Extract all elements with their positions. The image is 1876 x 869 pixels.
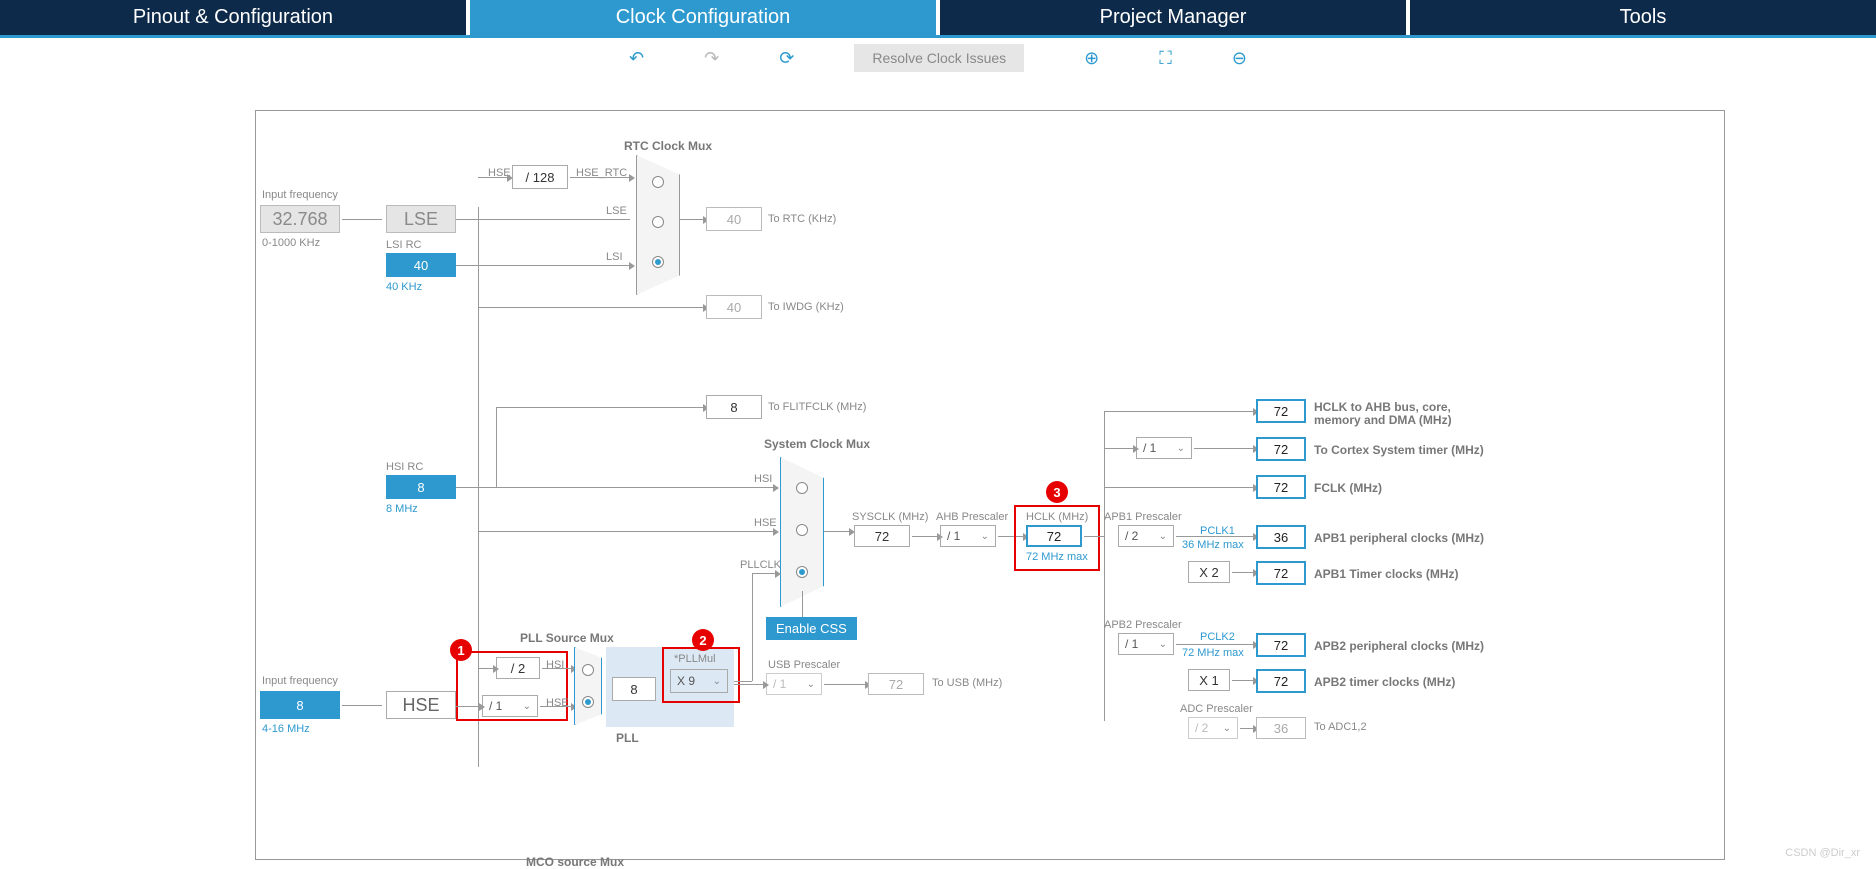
out-cortex: 72	[1256, 437, 1306, 461]
adc-value: 36	[1256, 717, 1306, 739]
pll-src-title: PLL Source Mux	[520, 631, 614, 645]
apb2-tim-mul: X 1	[1188, 669, 1230, 691]
hsi-value: 8	[386, 475, 456, 499]
system-clock-mux[interactable]	[780, 457, 824, 607]
pclk2-max: 72 MHz max	[1182, 647, 1244, 659]
hclk-value[interactable]: 72	[1026, 525, 1082, 547]
cortex-divider[interactable]: / 1⌄	[1136, 437, 1192, 459]
out-cortex-label: To Cortex System timer (MHz)	[1314, 443, 1484, 457]
out-hclk-ahb: 72	[1256, 399, 1306, 423]
out-apb1-tim-label: APB1 Timer clocks (MHz)	[1314, 567, 1459, 581]
hclk-label: HCLK (MHz)	[1026, 511, 1088, 523]
annotation-badge-2: 2	[692, 629, 714, 651]
mco-title: MCO source Mux	[526, 855, 624, 869]
rtc-divider: / 128	[512, 165, 568, 189]
hse-freq-range: 4-16 MHz	[262, 723, 310, 735]
pclk1-max: 36 MHz max	[1182, 539, 1244, 551]
pll-hse-label: HSE	[546, 697, 569, 709]
lse-block: LSE	[386, 205, 456, 233]
lse-freq-range: 0-1000 KHz	[262, 237, 320, 249]
usb-presc-label: USB Prescaler	[768, 659, 840, 671]
out-apb2-per-label: APB2 peripheral clocks (MHz)	[1314, 639, 1484, 653]
rtc-mux-title: RTC Clock Mux	[624, 139, 712, 153]
redo-icon[interactable]: ↷	[704, 48, 719, 69]
fit-icon[interactable]: ⛶	[1159, 48, 1172, 69]
undo-icon[interactable]: ↶	[629, 48, 644, 69]
apb2-label: APB2 Prescaler	[1104, 619, 1182, 631]
adc-out-label: To ADC1,2	[1314, 721, 1367, 733]
rtc-out-value: 40	[706, 207, 762, 231]
sysmux-hse: HSE	[754, 517, 777, 529]
out-apb2-tim-label: APB2 timer clocks (MHz)	[1314, 675, 1455, 689]
tab-project[interactable]: Project Manager	[940, 0, 1406, 35]
hse-block: HSE	[386, 691, 456, 719]
pll-mul-select[interactable]: X 9⌄	[670, 669, 728, 693]
out-hclk-ahb-label: HCLK to AHB bus, core, memory and DMA (M…	[1314, 401, 1464, 427]
hse-freq-value[interactable]: 8	[260, 691, 340, 719]
hclk-max: 72 MHz max	[1026, 551, 1088, 563]
enable-css-button[interactable]: Enable CSS	[766, 617, 857, 640]
sysmux-title: System Clock Mux	[764, 437, 870, 451]
pll-hsi-divider: / 2	[496, 657, 540, 679]
hsi-label: HSI RC	[386, 461, 423, 473]
resolve-clock-button[interactable]: Resolve Clock Issues	[854, 44, 1024, 72]
rtc-lse-label: LSE	[606, 205, 627, 217]
tab-bar: Pinout & Configuration Clock Configurati…	[0, 0, 1876, 38]
ahb-label: AHB Prescaler	[936, 511, 1008, 523]
lsi-value: 40	[386, 253, 456, 277]
pll-input-value: 8	[612, 677, 656, 701]
lsi-unit: 40 KHz	[386, 281, 422, 293]
flitf-value: 8	[706, 395, 762, 419]
iwdg-label: To IWDG (KHz)	[768, 301, 844, 313]
zoom-out-icon[interactable]: ⊖	[1232, 48, 1247, 69]
apb1-label: APB1 Prescaler	[1104, 511, 1182, 523]
ahb-divider[interactable]: / 1⌄	[940, 525, 996, 547]
zoom-in-icon[interactable]: ⊕	[1084, 48, 1099, 69]
out-apb2-tim: 72	[1256, 669, 1306, 693]
watermark: CSDN @Dir_xr	[1785, 847, 1860, 859]
iwdg-value: 40	[706, 295, 762, 319]
adc-divider[interactable]: / 2⌄	[1188, 717, 1238, 739]
out-fclk: 72	[1256, 475, 1306, 499]
out-apb2-per: 72	[1256, 633, 1306, 657]
rtc-lsi-label: LSI	[606, 251, 623, 263]
out-apb1-per-label: APB1 peripheral clocks (MHz)	[1314, 531, 1484, 545]
clock-diagram[interactable]: Input frequency 32.768 0-1000 KHz LSE LS…	[255, 110, 1725, 860]
refresh-icon[interactable]: ⟳	[779, 48, 794, 69]
tab-pinout[interactable]: Pinout & Configuration	[0, 0, 466, 35]
sysclk-label: SYSCLK (MHz)	[852, 511, 928, 523]
usb-divider[interactable]: / 1⌄	[766, 673, 822, 695]
usb-out-label: To USB (MHz)	[932, 677, 1002, 689]
apb1-divider[interactable]: / 2⌄	[1118, 525, 1174, 547]
apb1-tim-mul: X 2	[1188, 561, 1230, 583]
pll-hsi-label: HSI	[546, 659, 564, 671]
tab-clock[interactable]: Clock Configuration	[470, 0, 936, 35]
pll-mul-label: *PLLMul	[674, 653, 716, 665]
lse-freq-label: Input frequency	[262, 189, 338, 201]
rtc-mux[interactable]	[636, 155, 680, 295]
pll-hse-divider[interactable]: / 1⌄	[482, 695, 538, 717]
annotation-badge-3: 3	[1046, 481, 1068, 503]
adc-label: ADC Prescaler	[1180, 703, 1253, 715]
out-apb1-tim: 72	[1256, 561, 1306, 585]
apb2-divider[interactable]: / 1⌄	[1118, 633, 1174, 655]
flitf-label: To FLITFCLK (MHz)	[768, 401, 866, 413]
pll-title: PLL	[616, 731, 639, 745]
pll-source-mux[interactable]	[574, 647, 602, 725]
hsi-unit: 8 MHz	[386, 503, 418, 515]
lse-freq-value: 32.768	[260, 205, 340, 233]
out-apb1-per: 36	[1256, 525, 1306, 549]
toolbar: ↶ ↷ ⟳ Resolve Clock Issues ⊕ ⛶ ⊖	[0, 38, 1876, 78]
usb-value: 72	[868, 673, 924, 695]
lsi-label: LSI RC	[386, 239, 421, 251]
annotation-badge-1: 1	[450, 639, 472, 661]
sysmux-hsi: HSI	[754, 473, 772, 485]
sysclk-value: 72	[854, 525, 910, 547]
out-fclk-label: FCLK (MHz)	[1314, 481, 1382, 495]
hse-freq-label: Input frequency	[262, 675, 338, 687]
tab-tools[interactable]: Tools	[1410, 0, 1876, 35]
pclk2-label: PCLK2	[1200, 631, 1235, 643]
rtc-out-label: To RTC (KHz)	[768, 213, 836, 225]
